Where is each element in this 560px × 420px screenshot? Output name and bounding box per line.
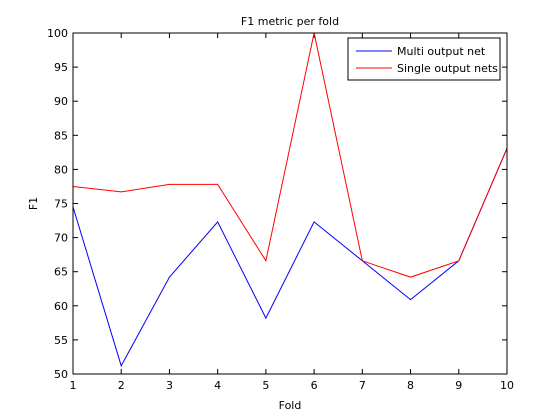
legend: Multi output net Single output nets xyxy=(347,37,501,81)
plot-background xyxy=(73,33,507,374)
y-tick-label: 95 xyxy=(54,61,68,74)
x-tick-label: 10 xyxy=(500,379,514,392)
legend-box xyxy=(347,37,501,81)
y-tick-label: 60 xyxy=(54,300,68,313)
y-tick-label: 85 xyxy=(54,129,68,142)
x-tick-label: 4 xyxy=(214,379,221,392)
x-tick-label: 1 xyxy=(70,379,77,392)
y-tick-label: 50 xyxy=(54,368,68,381)
plot-area xyxy=(73,33,507,374)
y-tick-label: 70 xyxy=(54,232,68,245)
y-tick-label: 75 xyxy=(54,198,68,211)
y-tick-label: 80 xyxy=(54,163,68,176)
x-axis-label: Fold xyxy=(279,399,302,412)
legend-label: Single output nets xyxy=(397,62,498,75)
x-tick-label: 8 xyxy=(407,379,414,392)
y-tick-label: 100 xyxy=(47,27,68,40)
plot-frame xyxy=(72,32,508,375)
x-tick-label: 7 xyxy=(359,379,366,392)
y-tick-label: 65 xyxy=(54,266,68,279)
chart-title: F1 metric per fold xyxy=(241,15,339,28)
series-layer xyxy=(72,32,508,368)
series-line-2 xyxy=(72,32,508,278)
x-tick-label: 5 xyxy=(262,379,269,392)
x-tick-label: 3 xyxy=(166,379,173,392)
y-tick-label: 55 xyxy=(54,334,68,347)
y-tick-label: 90 xyxy=(54,95,68,108)
x-tick-label: 9 xyxy=(455,379,462,392)
legend-label: Multi output net xyxy=(397,45,486,58)
series-line-1 xyxy=(72,148,508,368)
x-tick-label: 2 xyxy=(118,379,125,392)
x-tick-label: 6 xyxy=(311,379,318,392)
y-axis-label: F1 xyxy=(27,197,40,210)
